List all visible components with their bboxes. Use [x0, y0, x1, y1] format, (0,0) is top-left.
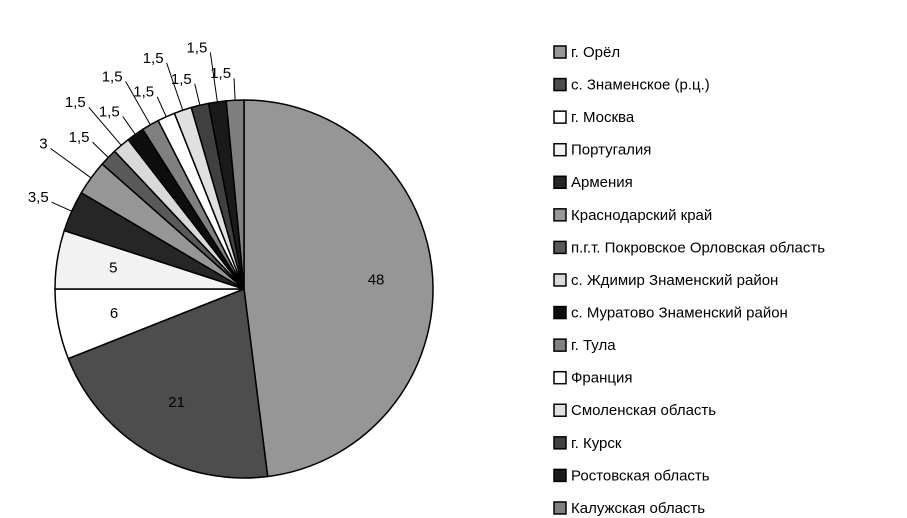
- legend-swatch: [553, 208, 567, 222]
- data-label: 1,5: [65, 94, 86, 111]
- legend-swatch: [553, 436, 567, 450]
- data-label: 1,5: [99, 103, 120, 120]
- data-label: 6: [110, 305, 118, 322]
- legend-label: с. Муратово Знаменский район: [571, 305, 788, 322]
- leader-line: [92, 141, 109, 158]
- legend-swatch: [553, 501, 567, 515]
- leader-line: [125, 81, 151, 126]
- legend-swatch: [553, 370, 567, 385]
- legend-label: Армения: [571, 174, 633, 191]
- leader-line: [122, 116, 136, 135]
- legend-swatch: [553, 142, 567, 157]
- data-label: 5: [109, 259, 117, 276]
- legend-swatch: [553, 273, 567, 287]
- leader-line: [194, 83, 201, 106]
- legend-label: г. Тула: [571, 337, 616, 354]
- leader-line: [166, 62, 184, 111]
- leader-line: [156, 96, 167, 117]
- leader-line: [233, 78, 236, 101]
- legend-label: п.г.т. Покровское Орловская область: [571, 239, 825, 256]
- legend-label: Смоленская область: [571, 402, 716, 419]
- legend-label: с. Знаменское (р.ц.): [571, 77, 710, 94]
- legend-label: г. Москва: [571, 109, 635, 126]
- legend-swatch: [553, 110, 567, 124]
- legend-label: с. Ждимир Знаменский район: [571, 272, 778, 289]
- pie-slice: [243, 99, 434, 478]
- legend-label: Португалия: [571, 142, 651, 159]
- data-label: 48: [368, 272, 385, 289]
- legend-swatch: [553, 305, 567, 320]
- legend-swatch: [553, 45, 567, 59]
- leader-line: [51, 201, 72, 212]
- data-label: 1,5: [186, 39, 207, 56]
- pie-slice: [67, 287, 269, 479]
- pie-slice: [225, 99, 245, 290]
- data-label: 3: [39, 135, 47, 152]
- legend-label: Франция: [571, 370, 632, 387]
- data-label: 1,5: [69, 129, 90, 146]
- leader-line: [209, 52, 218, 102]
- data-label: 1,5: [133, 84, 154, 101]
- leader-line: [88, 106, 122, 146]
- legend-swatch: [553, 468, 567, 483]
- leader-line: [50, 148, 92, 179]
- data-label: 1,5: [210, 65, 231, 82]
- legend-label: г. Курск: [571, 435, 622, 452]
- legend-swatch: [553, 240, 567, 255]
- legend-label: Калужская область: [571, 500, 705, 517]
- data-label: 1,5: [143, 50, 164, 67]
- data-label: 1,5: [102, 68, 123, 85]
- legend-swatch: [553, 403, 567, 418]
- data-label: 21: [168, 394, 185, 411]
- legend-label: Ростовская область: [571, 467, 710, 484]
- data-label: 1,5: [171, 71, 192, 88]
- legend-label: г. Орёл: [571, 44, 620, 61]
- data-label: 3,5: [28, 189, 49, 206]
- legend-label: Краснодарский край: [571, 207, 712, 224]
- legend-swatch: [553, 77, 567, 92]
- legend-swatch: [553, 175, 567, 190]
- legend-swatch: [553, 338, 567, 352]
